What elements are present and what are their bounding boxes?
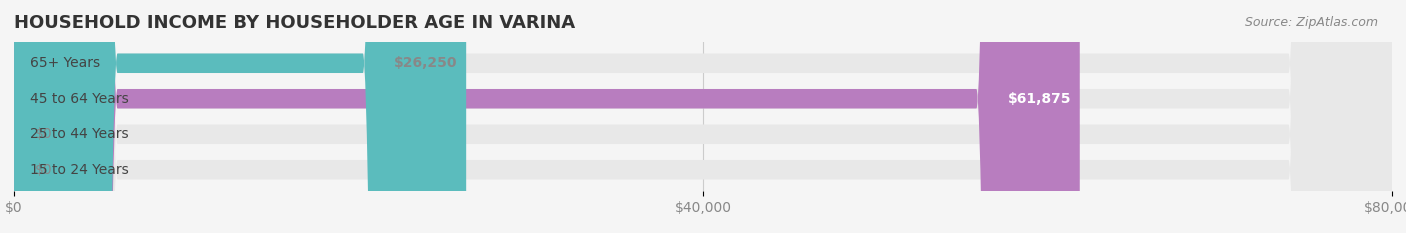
FancyBboxPatch shape — [14, 0, 1392, 233]
FancyBboxPatch shape — [14, 0, 1392, 233]
Text: 45 to 64 Years: 45 to 64 Years — [30, 92, 128, 106]
Text: Source: ZipAtlas.com: Source: ZipAtlas.com — [1244, 16, 1378, 29]
Text: $0: $0 — [35, 163, 52, 177]
FancyBboxPatch shape — [14, 0, 1392, 233]
FancyBboxPatch shape — [14, 0, 1080, 233]
FancyBboxPatch shape — [14, 0, 1392, 233]
Text: 15 to 24 Years: 15 to 24 Years — [30, 163, 128, 177]
Text: 25 to 44 Years: 25 to 44 Years — [30, 127, 128, 141]
Text: 65+ Years: 65+ Years — [30, 56, 100, 70]
Text: $0: $0 — [35, 127, 52, 141]
Text: $26,250: $26,250 — [394, 56, 457, 70]
FancyBboxPatch shape — [14, 0, 467, 233]
Text: $61,875: $61,875 — [1008, 92, 1071, 106]
Text: HOUSEHOLD INCOME BY HOUSEHOLDER AGE IN VARINA: HOUSEHOLD INCOME BY HOUSEHOLDER AGE IN V… — [14, 14, 575, 32]
